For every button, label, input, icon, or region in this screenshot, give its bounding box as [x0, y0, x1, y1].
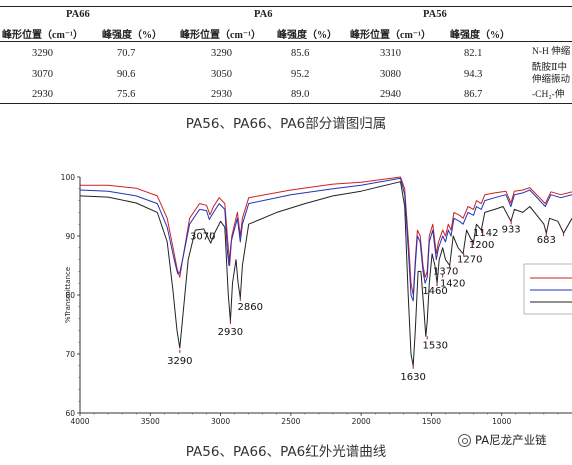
- table-cell: 3050: [211, 69, 232, 80]
- peak-label: 2930: [218, 327, 243, 338]
- table-cell: 90.6: [117, 69, 136, 80]
- peak-label: 1420: [440, 278, 465, 289]
- spectrum-line-2: [79, 177, 572, 302]
- peak-label: 1142: [473, 228, 498, 239]
- table-cell: 75.6: [117, 89, 136, 100]
- table-cell: 70.7: [117, 48, 136, 59]
- y-tick-label: 90: [65, 232, 75, 241]
- y-tick-label: 80: [65, 291, 75, 300]
- chart-caption: PA56、PA66、PA6红外光谱曲线: [185, 444, 387, 460]
- header-rule: [0, 41, 572, 42]
- table-cell: 3290: [32, 48, 53, 59]
- table-cell: 3290: [211, 48, 232, 59]
- peak-label: 1630: [400, 372, 425, 383]
- x-tick-label: 3500: [141, 417, 160, 426]
- table-cell: 2930: [211, 89, 232, 100]
- peak-label: 1270: [457, 255, 482, 266]
- x-tick-label: 2500: [281, 417, 300, 426]
- assignment-text: N-H 伸缩: [532, 47, 571, 57]
- group-header-pa66: PA66: [66, 9, 90, 20]
- peak-label: 2860: [238, 302, 263, 313]
- spectrum-line-3: [79, 181, 572, 367]
- table-cell: 3070: [32, 69, 53, 80]
- table-cell: 86.7: [464, 89, 483, 100]
- assignment-text: -CH₂-伸: [532, 90, 565, 100]
- peak-label: 3290: [167, 356, 192, 367]
- table-cell: 95.2: [291, 69, 310, 80]
- col-header-wavenumber: 峰形位置（cm⁻¹）: [350, 30, 432, 41]
- x-tick-label: 3000: [211, 417, 230, 426]
- y-tick-label: 60: [65, 409, 75, 418]
- peak-label: 1200: [469, 240, 494, 251]
- col-header-wavenumber: 峰形位置（cm⁻¹）: [180, 30, 262, 41]
- peak-assignment-table: PA66 PA6 PA56 峰形位置（cm⁻¹） 峰强度（%） 峰形位置（cm⁻…: [0, 6, 572, 104]
- ir-spectrum-chart: 3290 3070 2930 2860 1630 1530 1460142013701270…: [61, 173, 572, 426]
- wechat-icon: [458, 433, 471, 447]
- assignment-text: 酰胺Ⅱ中: [532, 63, 567, 73]
- peak-label: 3070: [190, 231, 215, 242]
- peak-label: 1530: [422, 340, 447, 351]
- peak-label: 1460: [422, 286, 447, 297]
- watermark: PA尼龙产业链: [458, 431, 568, 449]
- y-tick-label: 100: [61, 173, 76, 182]
- assignment-text: 伸缩振动: [532, 75, 571, 85]
- peak-label: 933: [502, 224, 521, 235]
- watermark-text: PA尼龙产业链: [475, 433, 547, 447]
- table-cell: 85.6: [291, 48, 310, 59]
- col-header-intensity: 峰强度（%）: [277, 30, 337, 41]
- table-cell: 89.0: [291, 89, 310, 100]
- table-cell: 3310: [380, 48, 401, 59]
- col-header-wavenumber: 峰形位置（cm⁻¹）: [2, 30, 84, 41]
- x-tick-label: 1500: [422, 417, 441, 426]
- table-cell: 2940: [380, 89, 401, 100]
- table-cell: 3080: [380, 69, 401, 80]
- table-cell: 82.1: [464, 48, 483, 59]
- table-cell: 94.3: [464, 69, 483, 80]
- x-tick-label: 1000: [492, 417, 511, 426]
- peak-label: 1370: [433, 267, 458, 278]
- group-header-pa56: PA56: [423, 9, 447, 20]
- x-tick-label: 2000: [352, 417, 371, 426]
- col-header-intensity: 峰强度（%）: [450, 30, 510, 41]
- col-header-intensity: 峰强度（%）: [102, 30, 162, 41]
- table-caption: PA56、PA66、PA6部分谱图归属: [185, 116, 387, 132]
- y-tick-label: 70: [65, 350, 75, 359]
- table-cell: 2930: [32, 89, 53, 100]
- peak-label: 683: [537, 235, 556, 246]
- legend-box: [523, 263, 572, 315]
- group-header-pa6: PA6: [254, 9, 273, 20]
- y-axis-title: %Transmittance: [64, 267, 72, 323]
- x-tick-label: 4000: [70, 417, 89, 426]
